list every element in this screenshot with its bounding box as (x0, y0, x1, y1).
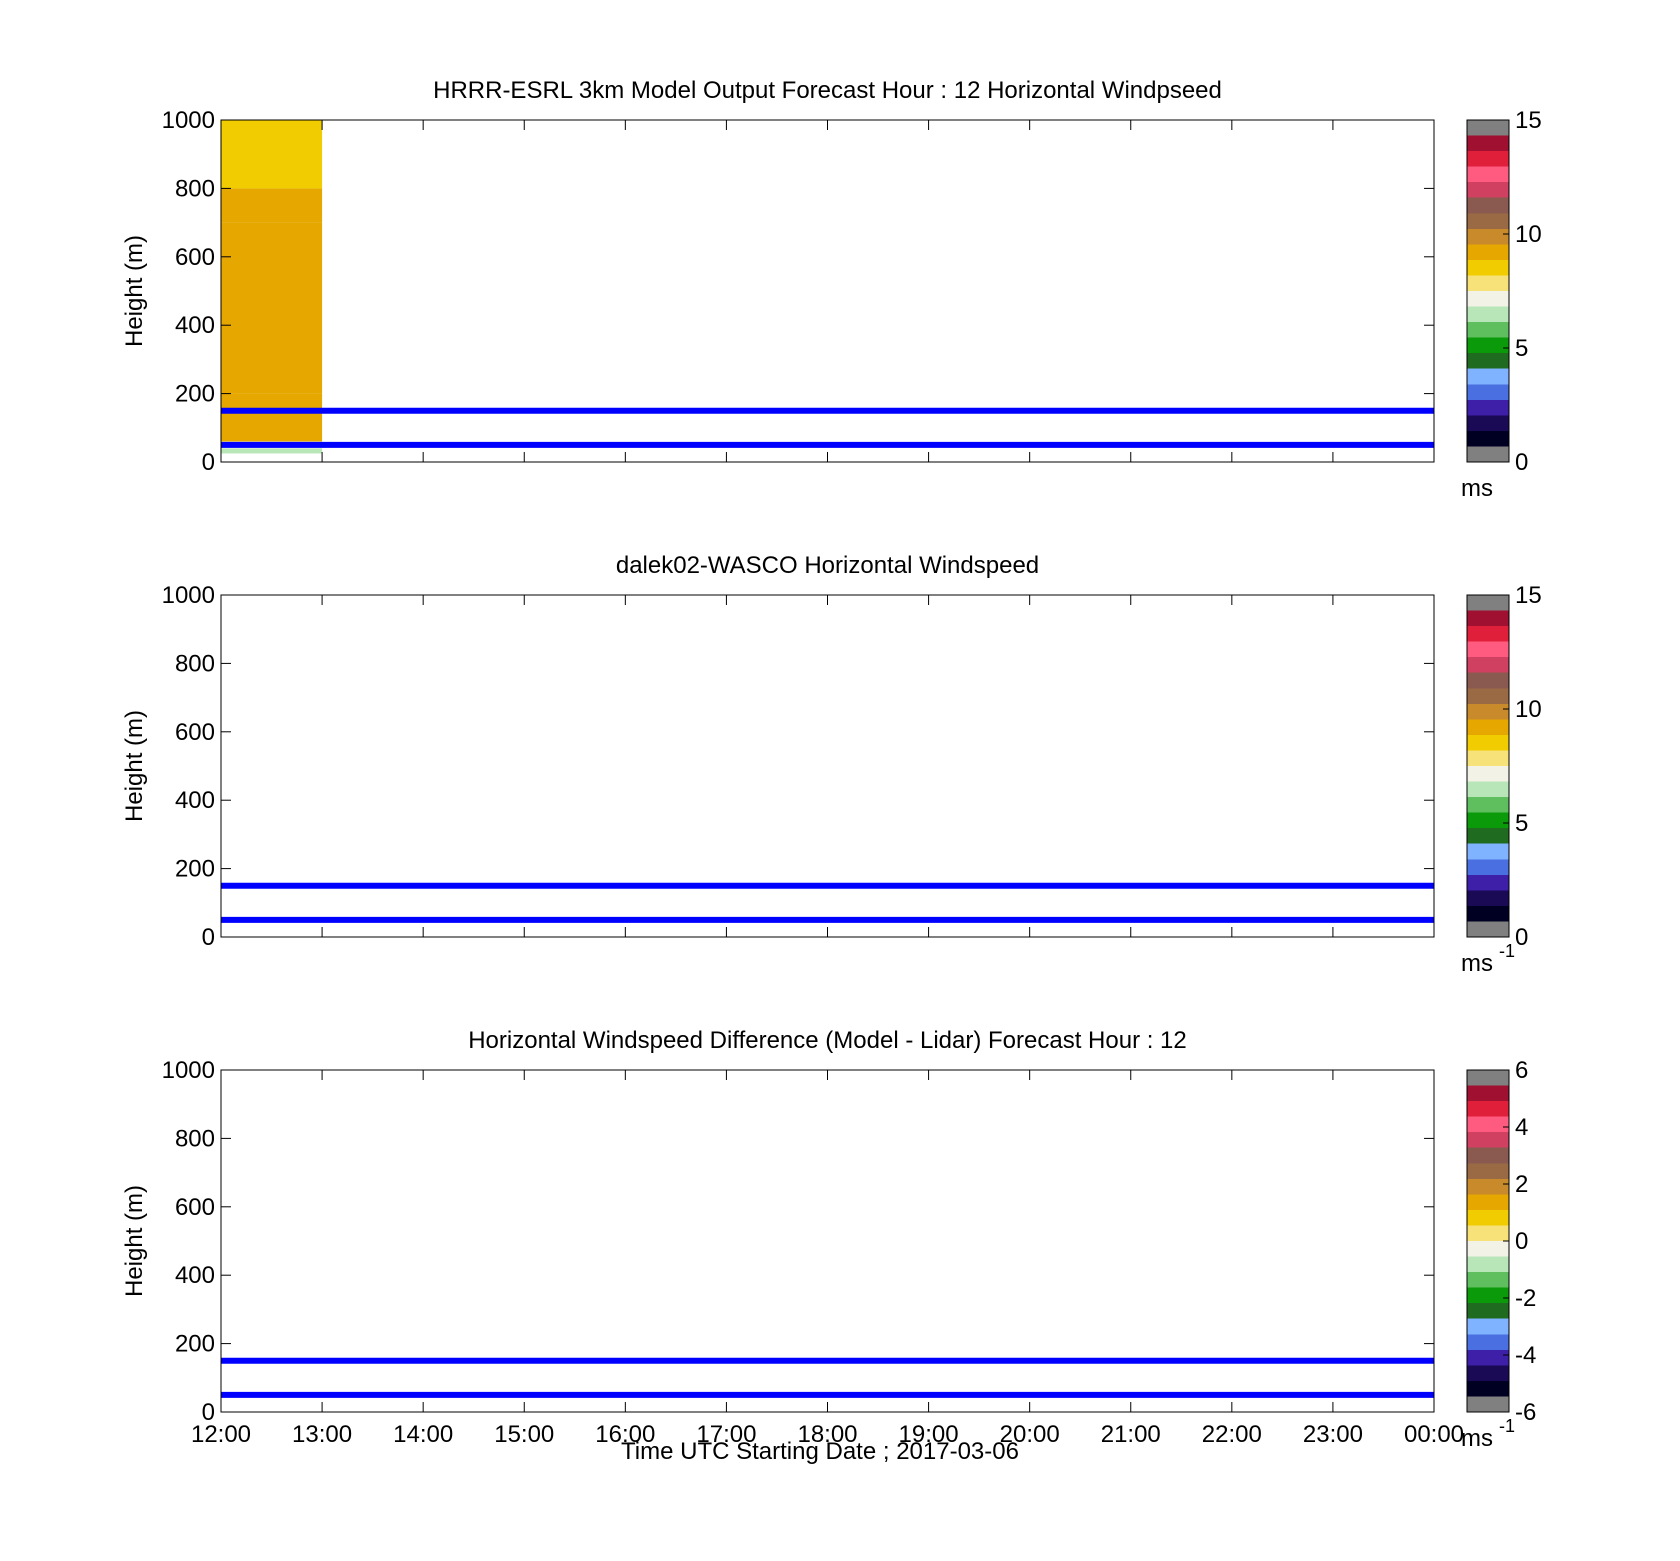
panel-3: 12:00 13:00 14:00 15:00 16:00 17:00 18:00 19:00… (121, 1027, 1536, 1452)
y-tick-label: 1000 (162, 582, 215, 609)
y-tick-label: 1000 (162, 1057, 215, 1084)
colorbar-unit: ms (1461, 950, 1493, 977)
x-tick-label: 18:00 (797, 1421, 857, 1448)
panel-title: HRRR-ESRL 3km Model Output Forecast Hour… (433, 77, 1222, 104)
panel-1: 0 200 400 600 800 1000 HRRR-ESRL 3km Model Out… (121, 77, 1542, 502)
colorbar-frame (1466, 594, 1510, 938)
colorbar-unit: ms (1461, 1425, 1493, 1452)
y-axis-label: Height (m) (121, 235, 148, 347)
colorbar-tick-label: 5 (1515, 810, 1528, 837)
colorbar-unit-superscript: -1 (1499, 1416, 1515, 1436)
x-tick-label: 14:00 (393, 1421, 453, 1448)
colorbar-unit: ms (1461, 475, 1493, 502)
colorbar-tick-label: 5 (1515, 335, 1528, 362)
colorbar-tick-label: 2 (1515, 1171, 1528, 1198)
plot-area (221, 120, 1434, 462)
x-tick-label: 13:00 (292, 1421, 352, 1448)
colorbar-tick-label: -6 (1515, 1399, 1536, 1426)
colorbar (1467, 1070, 1509, 1412)
colorbar (1467, 120, 1509, 462)
y-tick-label: 800 (175, 175, 215, 202)
plot-area (221, 595, 1434, 937)
y-tick-label: 1000 (162, 107, 215, 134)
panel-2: 0 200 400 600 800 1000 dalek02-WASCO Horizonta… (121, 552, 1542, 977)
y-tick-label: 600 (175, 1194, 215, 1221)
colorbar-tick-label: 10 (1515, 221, 1542, 248)
y-tick-label: 200 (175, 856, 215, 883)
y-tick-label: 800 (175, 650, 215, 677)
heatmap-cell (221, 448, 323, 454)
x-tick-label: 23:00 (1303, 1421, 1363, 1448)
y-tick-label: 600 (175, 719, 215, 746)
plot-area (221, 1070, 1434, 1412)
y-tick-label: 400 (175, 1262, 215, 1289)
y-tick-label: 0 (202, 924, 215, 951)
y-tick-label: 600 (175, 244, 215, 271)
colorbar-unit-superscript: -1 (1499, 941, 1515, 961)
x-tick-label: 00:00 (1404, 1421, 1464, 1448)
colorbar-tick-label: 0 (1515, 924, 1528, 951)
colorbar-tick-label: 15 (1515, 582, 1542, 609)
colorbar-tick-label: 15 (1515, 107, 1542, 134)
y-tick-label: 200 (175, 381, 215, 408)
panel-title: Horizontal Windspeed Difference (Model -… (468, 1027, 1187, 1054)
heatmap-cell (221, 188, 323, 223)
y-tick-label: 800 (175, 1125, 215, 1152)
y-tick-label: 0 (202, 449, 215, 476)
x-tick-label: 22:00 (1202, 1421, 1262, 1448)
y-axis-label: Height (m) (121, 1185, 148, 1297)
x-tick-label: 12:00 (191, 1421, 251, 1448)
y-tick-label: 200 (175, 1331, 215, 1358)
panel-title: dalek02-WASCO Horizontal Windspeed (616, 552, 1039, 579)
y-tick-label: 400 (175, 787, 215, 814)
heatmap-cell (221, 120, 323, 189)
x-tick-label: 20:00 (1000, 1421, 1060, 1448)
heatmap-cell (221, 222, 323, 394)
colorbar-tick-label: -2 (1515, 1285, 1536, 1312)
y-tick-label: 0 (202, 1399, 215, 1426)
heatmap-cell (221, 393, 323, 442)
x-axis-label: Time UTC Starting Date ; 2017-03-06 (621, 1438, 1019, 1465)
y-axis-label: Height (m) (121, 710, 148, 822)
x-tick-label: 19:00 (899, 1421, 959, 1448)
colorbar-tick-label: 10 (1515, 696, 1542, 723)
y-tick-label: 400 (175, 312, 215, 339)
x-tick-label: 17:00 (696, 1421, 756, 1448)
colorbar (1467, 595, 1509, 937)
colorbar-frame (1466, 119, 1510, 463)
colorbar-tick-label: -4 (1515, 1342, 1536, 1369)
colorbar-tick-label: 4 (1515, 1114, 1528, 1141)
x-tick-label: 15:00 (494, 1421, 554, 1448)
x-tick-label: 16:00 (595, 1421, 655, 1448)
x-tick-label: 21:00 (1101, 1421, 1161, 1448)
colorbar-tick-label: 0 (1515, 449, 1528, 476)
colorbar-tick-label: 0 (1515, 1228, 1528, 1255)
colorbar-tick-label: 6 (1515, 1057, 1528, 1084)
